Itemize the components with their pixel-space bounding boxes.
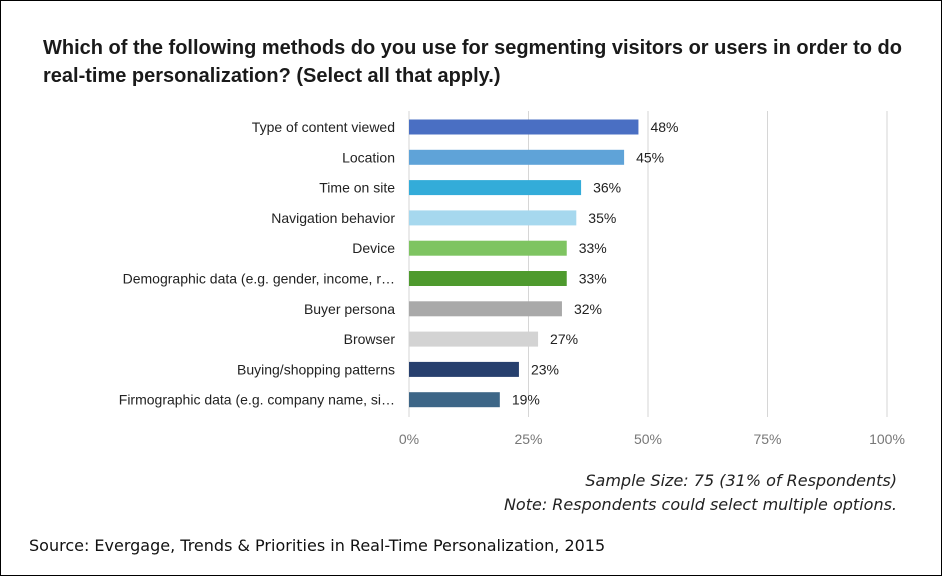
data-label: 45% [636,149,664,165]
x-tick-label: 75% [753,431,781,447]
category-label: Type of content viewed [252,119,395,135]
data-label: 48% [650,119,678,135]
x-tick-label: 100% [869,431,905,447]
data-label: 33% [579,271,607,287]
data-label: 19% [512,392,540,408]
category-label: Buying/shopping patterns [237,361,395,377]
data-label: 27% [550,331,578,347]
sample-size-note: Sample Size: 75 (31% of Respondents) [585,471,897,490]
chart-title: Which of the following methods do you us… [43,37,902,87]
bar [409,210,577,226]
data-label: 32% [574,301,602,317]
bar [409,361,519,377]
bar [409,149,625,165]
category-label: Navigation behavior [271,210,395,226]
data-label: 35% [588,210,616,226]
data-label: 33% [579,240,607,256]
category-label: Time on site [319,180,395,196]
data-label: 36% [593,180,621,196]
category-label: Device [352,240,395,256]
bar [409,180,582,196]
category-label: Buyer persona [304,301,395,317]
bar [409,271,567,286]
x-tick-label: 0% [399,431,419,447]
category-label: Firmographic data (e.g. company name, si… [119,392,395,408]
bar [409,240,567,256]
x-tick-label: 25% [514,431,542,447]
x-tick-label: 50% [634,431,662,447]
bar [409,119,639,135]
category-label: Location [342,149,395,165]
data-label: 23% [531,361,559,377]
multiple-options-note: Note: Respondents could select multiple … [503,495,897,514]
bar [409,331,539,347]
category-label: Demographic data (e.g. gender, income, r… [123,271,395,287]
bar [409,392,500,408]
bar [409,301,562,317]
bar-chart: 0% 25% 50% 75% 100% Type of content viewed 48%… [119,111,905,447]
source-citation: Source: Evergage, Trends & Priorities in… [29,536,606,555]
category-label: Browser [344,331,396,347]
